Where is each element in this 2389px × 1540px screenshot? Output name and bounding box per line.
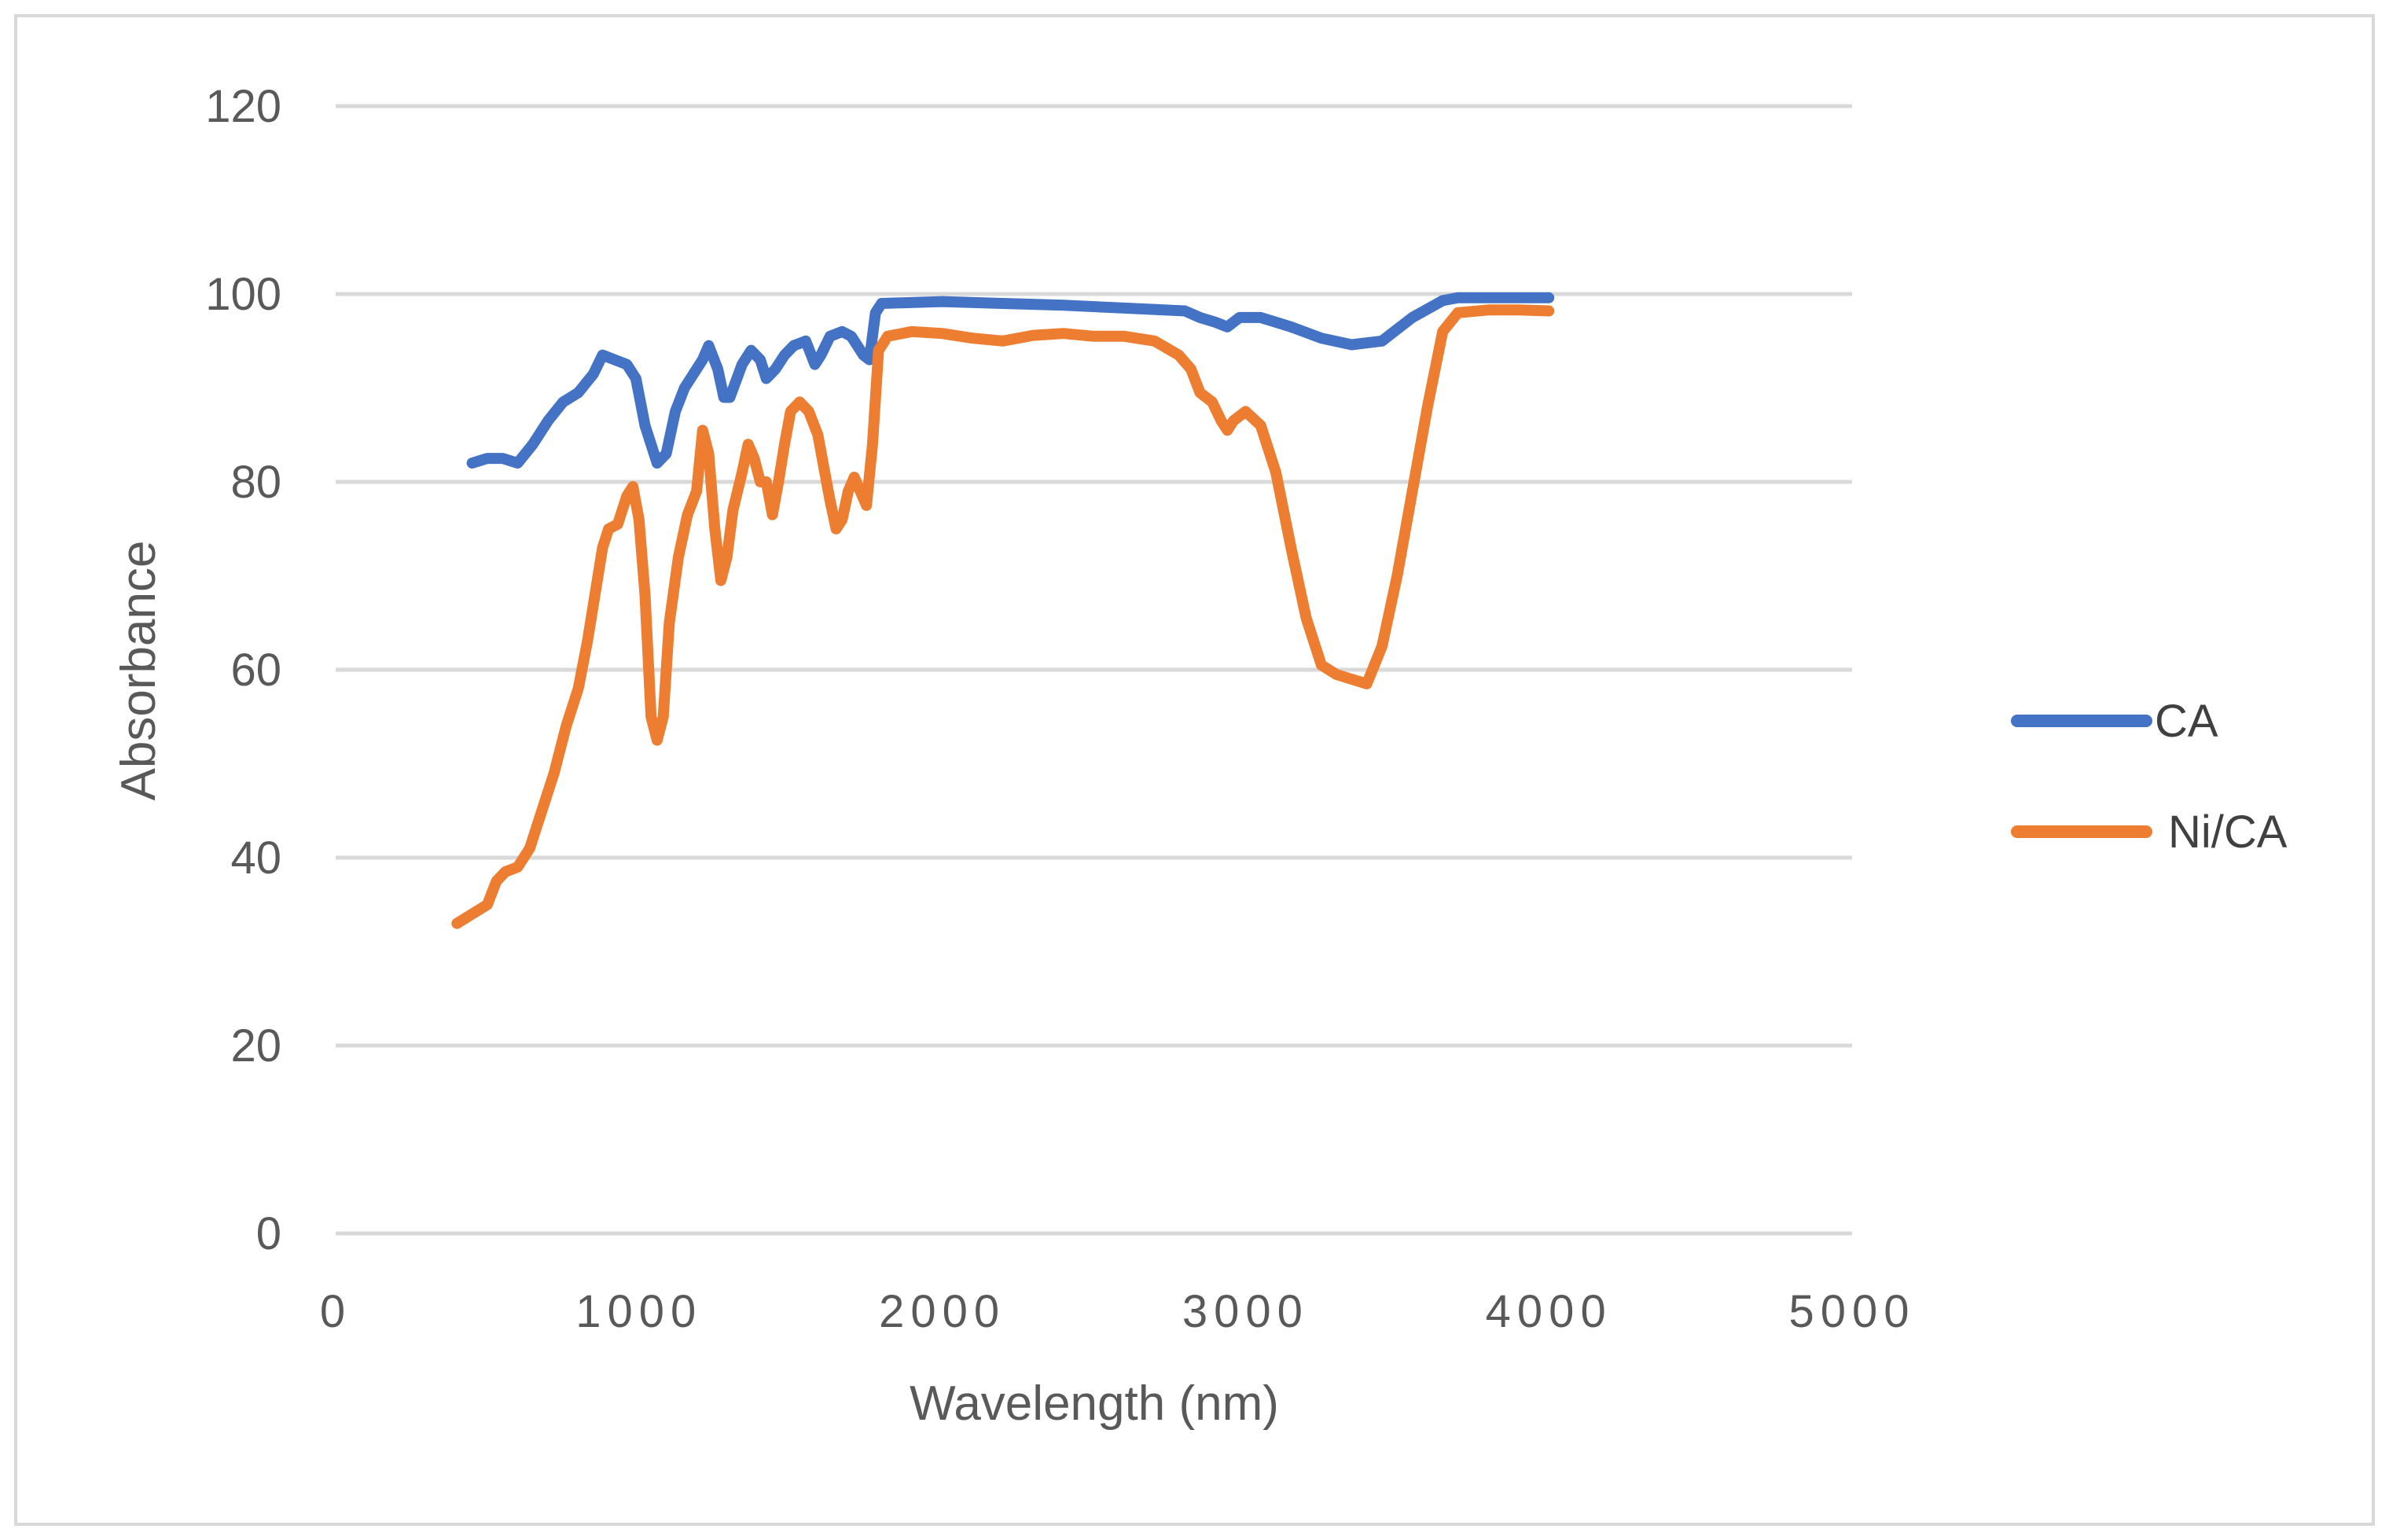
y-tick-label: 60 (230, 645, 281, 696)
y-tick-label: 40 (230, 832, 281, 884)
gridlines (336, 104, 1852, 1236)
chart-frame (14, 14, 2375, 1526)
y-axis-title: Absorbance (112, 541, 166, 801)
x-tick-label: 0 (320, 1286, 351, 1337)
y-axis-ticks: 0 20 40 60 80 100 120 (205, 81, 281, 1259)
series-line-ni-ca (451, 304, 1555, 929)
y-tick-label: 20 (230, 1020, 281, 1071)
x-tick-label: 2000 (879, 1286, 1005, 1337)
y-tick-label: 100 (205, 269, 281, 320)
y-tick-label: 0 (256, 1208, 281, 1259)
legend-label-ni-ca: Ni/CA (2168, 807, 2288, 858)
x-tick-label: 4000 (1486, 1286, 1612, 1337)
series-line-ca (466, 292, 1555, 469)
y-tick-label: 80 (230, 457, 281, 508)
x-axis-ticks: 0 1000 2000 3000 4000 5000 (320, 1286, 1915, 1337)
x-tick-label: 1000 (575, 1286, 702, 1337)
x-tick-label: 3000 (1182, 1286, 1309, 1337)
legend: CA Ni/CA (2011, 696, 2288, 858)
x-tick-label: 5000 (1788, 1286, 1915, 1337)
series-lines (451, 292, 1555, 929)
legend-label-ca: CA (2155, 696, 2218, 747)
x-axis-title: Wavelength (nm) (910, 1376, 1279, 1431)
y-tick-label: 120 (205, 81, 281, 132)
